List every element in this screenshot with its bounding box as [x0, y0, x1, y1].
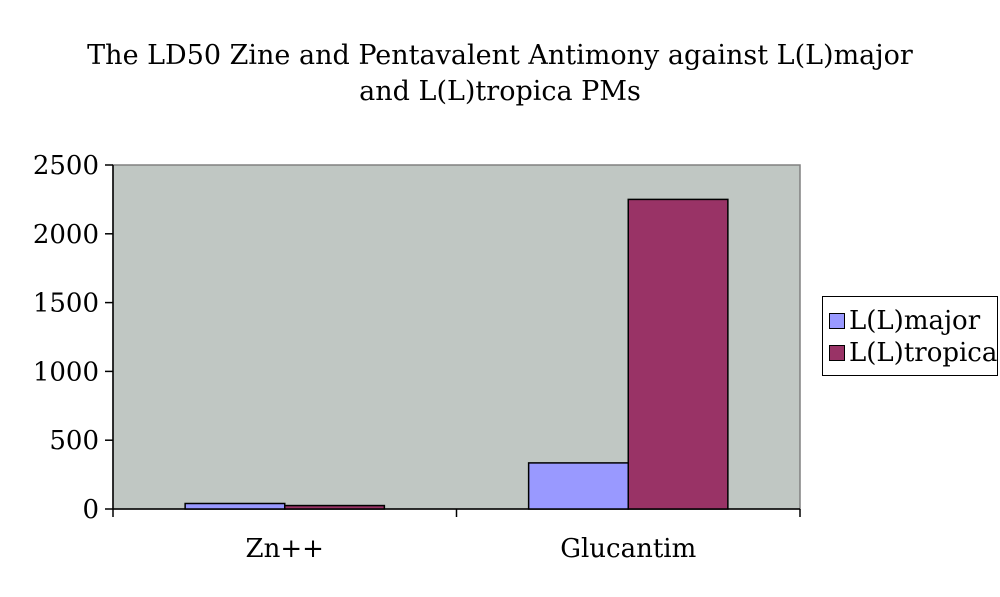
legend-label-tropica: L(L)tropica — [849, 338, 998, 368]
legend-label-major: L(L)major — [849, 306, 981, 336]
y-tick-label: 2000 — [33, 220, 99, 250]
legend: L(L)major L(L)tropica — [822, 296, 998, 376]
bar-tropica-0 — [284, 504, 386, 510]
x-tick-label: Glucantim — [560, 534, 696, 564]
chart-title: The LD50 Zine and Pentavalent Antimony a… — [0, 38, 1000, 110]
legend-item-major: L(L)major — [829, 305, 997, 337]
y-tick-label: 2500 — [33, 151, 99, 181]
legend-swatch-tropica — [829, 345, 845, 361]
chart-title-line-1: The LD50 Zine and Pentavalent Antimony a… — [87, 40, 913, 71]
bar-tropica-1 — [627, 198, 729, 510]
legend-item-tropica: L(L)tropica — [829, 337, 997, 369]
y-tick-label: 1500 — [33, 289, 99, 319]
legend-swatch-major — [829, 313, 845, 329]
x-tick-label: Zn++ — [246, 534, 324, 564]
chart-title-line-2: and L(L)tropica PMs — [359, 76, 641, 107]
bar-major-1 — [527, 462, 630, 510]
y-tick-label: 0 — [82, 495, 99, 525]
bar-major-0 — [184, 502, 286, 510]
y-tick-label: 500 — [49, 426, 99, 456]
y-tick-label: 1000 — [33, 357, 99, 387]
